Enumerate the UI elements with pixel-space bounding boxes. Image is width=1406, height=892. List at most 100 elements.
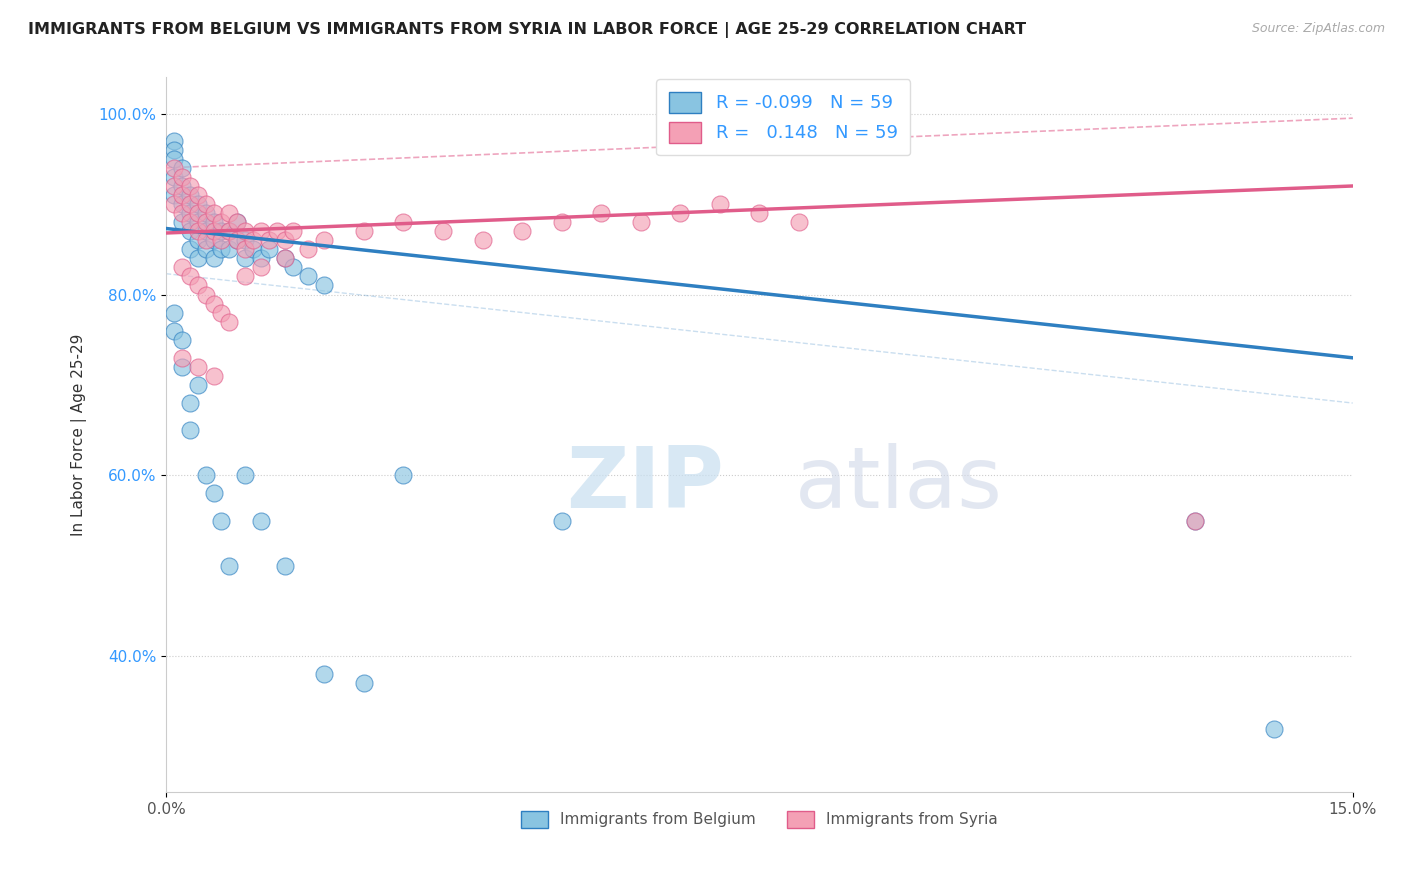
Point	[1184, 514, 1206, 528]
Point	[748, 206, 770, 220]
Point	[163, 324, 186, 338]
Text: ZIP: ZIP	[567, 443, 724, 526]
Point	[274, 233, 297, 247]
Point	[202, 215, 225, 229]
Point	[297, 269, 319, 284]
Point	[250, 514, 273, 528]
Text: atlas: atlas	[794, 443, 1002, 526]
Point	[187, 278, 209, 293]
Point	[163, 197, 186, 211]
Point	[226, 215, 249, 229]
Point	[187, 233, 209, 247]
Y-axis label: In Labor Force | Age 25-29: In Labor Force | Age 25-29	[72, 334, 87, 536]
Point	[170, 161, 193, 175]
Point	[170, 206, 193, 220]
Point	[669, 206, 692, 220]
Point	[591, 206, 613, 220]
Point	[170, 351, 193, 365]
Point	[187, 206, 209, 220]
Point	[179, 423, 201, 437]
Point	[170, 178, 193, 193]
Point	[163, 152, 186, 166]
Point	[163, 143, 186, 157]
Point	[218, 206, 240, 220]
Point	[250, 260, 273, 275]
Point	[218, 558, 240, 573]
Point	[1184, 514, 1206, 528]
Point	[163, 161, 186, 175]
Point	[257, 242, 280, 256]
Point	[250, 224, 273, 238]
Point	[353, 676, 375, 690]
Point	[179, 224, 201, 238]
Point	[163, 305, 186, 319]
Point	[281, 260, 304, 275]
Point	[471, 233, 494, 247]
Point	[179, 396, 201, 410]
Point	[202, 233, 225, 247]
Point	[226, 233, 249, 247]
Point	[179, 215, 201, 229]
Point	[187, 378, 209, 392]
Point	[194, 215, 217, 229]
Point	[266, 224, 288, 238]
Point	[187, 359, 209, 374]
Point	[257, 233, 280, 247]
Point	[233, 468, 256, 483]
Point	[211, 224, 233, 238]
Point	[211, 305, 233, 319]
Point	[233, 252, 256, 266]
Point	[274, 252, 297, 266]
Point	[202, 368, 225, 383]
Point	[218, 224, 240, 238]
Point	[179, 242, 201, 256]
Point	[353, 224, 375, 238]
Point	[163, 178, 186, 193]
Point	[170, 260, 193, 275]
Point	[211, 514, 233, 528]
Point	[170, 169, 193, 184]
Point	[314, 278, 336, 293]
Point	[242, 233, 264, 247]
Point	[170, 359, 193, 374]
Point	[787, 215, 810, 229]
Point	[392, 468, 415, 483]
Point	[242, 242, 264, 256]
Point	[194, 206, 217, 220]
Point	[202, 252, 225, 266]
Point	[187, 215, 209, 229]
Point	[170, 215, 193, 229]
Point	[630, 215, 652, 229]
Point	[202, 224, 225, 238]
Point	[314, 667, 336, 681]
Point	[233, 224, 256, 238]
Point	[709, 197, 731, 211]
Point	[250, 252, 273, 266]
Point	[179, 206, 201, 220]
Point	[274, 252, 297, 266]
Point	[163, 188, 186, 202]
Point	[211, 242, 233, 256]
Point	[187, 197, 209, 211]
Point	[202, 296, 225, 310]
Point	[194, 224, 217, 238]
Point	[187, 188, 209, 202]
Point	[226, 215, 249, 229]
Point	[233, 242, 256, 256]
Point	[1263, 722, 1285, 736]
Point	[194, 468, 217, 483]
Point	[202, 486, 225, 500]
Text: Source: ZipAtlas.com: Source: ZipAtlas.com	[1251, 22, 1385, 36]
Text: IMMIGRANTS FROM BELGIUM VS IMMIGRANTS FROM SYRIA IN LABOR FORCE | AGE 25-29 CORR: IMMIGRANTS FROM BELGIUM VS IMMIGRANTS FR…	[28, 22, 1026, 38]
Point	[179, 197, 201, 211]
Point	[233, 233, 256, 247]
Point	[163, 169, 186, 184]
Point	[170, 188, 193, 202]
Point	[163, 134, 186, 148]
Point	[281, 224, 304, 238]
Point	[218, 242, 240, 256]
Point	[550, 215, 572, 229]
Point	[170, 197, 193, 211]
Point	[211, 233, 233, 247]
Point	[194, 197, 217, 211]
